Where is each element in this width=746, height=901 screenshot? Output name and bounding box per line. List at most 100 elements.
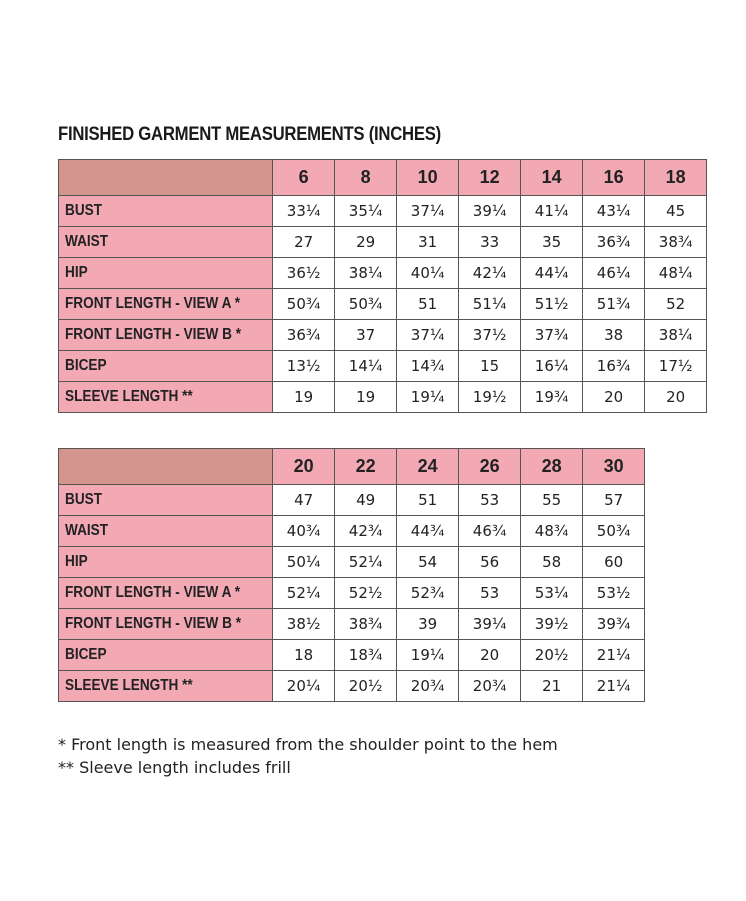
measurement-cell: 19¼	[396, 639, 460, 671]
measurement-cell: 38¼	[644, 319, 708, 351]
measurement-cell: 57	[582, 484, 646, 516]
measurement-cell: 37¼	[396, 195, 460, 227]
measurement-cell: 27	[272, 226, 336, 258]
measurement-cell: 55	[520, 484, 584, 516]
measurement-cell: 20	[458, 639, 522, 671]
measurement-cell: 44¼	[520, 257, 584, 289]
measurement-cell: 42¾	[334, 515, 398, 547]
row-label-cell: FRONT LENGTH - VIEW A *	[57, 577, 274, 609]
measurement-cell: 36¾	[582, 226, 646, 258]
size-header: 16	[582, 159, 646, 196]
measurement-cell: 21¼	[582, 639, 646, 671]
row-label-cell: HIP	[57, 257, 274, 289]
measurement-cell: 19¾	[520, 381, 584, 413]
measurement-cell: 53	[458, 577, 522, 609]
measurement-cell: 52½	[334, 577, 398, 609]
size-header: 22	[334, 448, 398, 485]
row-label-cell: SLEEVE LENGTH **	[57, 670, 274, 702]
title: FINISHED GARMENT MEASUREMENTS (INCHES)	[58, 124, 441, 145]
row-label: BICEP	[65, 646, 107, 663]
corner-cell	[57, 159, 274, 196]
measurement-cell: 53¼	[520, 577, 584, 609]
measurement-cell: 20¾	[396, 670, 460, 702]
header-row: 6 8 10 12 14 16 18	[57, 159, 708, 196]
row-label-cell: BUST	[57, 195, 274, 227]
measurement-cell: 49	[334, 484, 398, 516]
size-header: 6	[272, 159, 336, 196]
measurement-row: BICEP 18 18¾ 19¼ 20 20½ 21¼	[57, 639, 646, 671]
measurement-cell: 17½	[644, 350, 708, 382]
measurement-row: HIP 50¼ 52¼ 54 56 58 60	[57, 546, 646, 578]
row-label: FRONT LENGTH - VIEW B *	[65, 326, 242, 343]
row-label: BICEP	[65, 357, 107, 374]
measurement-row: FRONT LENGTH - VIEW B * 38½ 38¾ 39 39¼ 39½ 39¾	[57, 608, 646, 640]
measurement-cell: 54	[396, 546, 460, 578]
measurement-row: SLEEVE LENGTH ** 19 19 19¼ 19½ 19¾ 20 20	[57, 381, 708, 413]
measurement-row: BICEP 13½ 14¼ 14¾ 15 16¼ 16¾ 17½	[57, 350, 708, 382]
measurement-cell: 39¼	[458, 195, 522, 227]
measurement-cell: 16¼	[520, 350, 584, 382]
row-label: SLEEVE LENGTH **	[65, 388, 193, 405]
measurement-cell: 19	[272, 381, 336, 413]
measurement-cell: 35	[520, 226, 584, 258]
measurement-row: HIP 36½ 38¼ 40¼ 42¼ 44¼ 46¼ 48¼	[57, 257, 708, 289]
measurement-cell: 48¼	[644, 257, 708, 289]
footnote: ** Sleeve length includes frill	[58, 758, 291, 777]
row-label: SLEEVE LENGTH **	[65, 677, 193, 694]
measurement-cell: 52	[644, 288, 708, 320]
measurement-cell: 37¼	[396, 319, 460, 351]
row-label-cell: FRONT LENGTH - VIEW A *	[57, 288, 274, 320]
measurement-cell: 38¾	[644, 226, 708, 258]
row-label-cell: WAIST	[57, 515, 274, 547]
measurement-row: SLEEVE LENGTH ** 20¼ 20½ 20¾ 20¾ 21 21¼	[57, 670, 646, 702]
row-label: BUST	[65, 202, 103, 219]
measurement-cell: 38½	[272, 608, 336, 640]
measurement-cell: 38	[582, 319, 646, 351]
row-label: FRONT LENGTH - VIEW A *	[65, 584, 241, 601]
measurement-cell: 20½	[334, 670, 398, 702]
row-label: HIP	[65, 553, 88, 570]
row-label: WAIST	[65, 522, 109, 539]
size-header: 18	[644, 159, 708, 196]
measurement-cell: 52¼	[272, 577, 336, 609]
measurement-cell: 60	[582, 546, 646, 578]
measurement-cell: 42¼	[458, 257, 522, 289]
size-header: 26	[458, 448, 522, 485]
measurement-cell: 50¾	[272, 288, 336, 320]
size-header: 14	[520, 159, 584, 196]
measurement-cell: 40¾	[272, 515, 336, 547]
row-label-cell: BICEP	[57, 639, 274, 671]
measurement-cell: 38¾	[334, 608, 398, 640]
row-label-cell: HIP	[57, 546, 274, 578]
measurement-cell: 44¾	[396, 515, 460, 547]
measurement-cell: 31	[396, 226, 460, 258]
size-header: 8	[334, 159, 398, 196]
measurement-cell: 37	[334, 319, 398, 351]
measurement-cell: 48¾	[520, 515, 584, 547]
footnotes: * Front length is measured from the shou…	[58, 733, 558, 779]
measurement-row: BUST 47 49 51 53 55 57	[57, 484, 646, 516]
measurement-cell: 39¼	[458, 608, 522, 640]
size-header: 12	[458, 159, 522, 196]
measurement-cell: 18	[272, 639, 336, 671]
header-row: 20 22 24 26 28 30	[57, 448, 646, 485]
row-label-cell: WAIST	[57, 226, 274, 258]
row-label: FRONT LENGTH - VIEW A *	[65, 295, 241, 312]
measurement-cell: 51	[396, 288, 460, 320]
measurement-row: WAIST 27 29 31 33 35 36¾ 38¾	[57, 226, 708, 258]
measurement-cell: 18¾	[334, 639, 398, 671]
measurement-cell: 16¾	[582, 350, 646, 382]
measurement-row: FRONT LENGTH - VIEW B * 36¾ 37 37¼ 37½ 37¾ 38 3…	[57, 319, 708, 351]
size-header: 30	[582, 448, 646, 485]
measurement-cell: 45	[644, 195, 708, 227]
measurement-cell: 51½	[520, 288, 584, 320]
measurement-cell: 53	[458, 484, 522, 516]
measurement-row: FRONT LENGTH - VIEW A * 50¾ 50¾ 51 51¼ 51½ 51¾…	[57, 288, 708, 320]
measurement-cell: 20	[644, 381, 708, 413]
row-label: FRONT LENGTH - VIEW B *	[65, 615, 242, 632]
measurement-cell: 20½	[520, 639, 584, 671]
measurement-cell: 15	[458, 350, 522, 382]
measurement-cell: 13½	[272, 350, 336, 382]
